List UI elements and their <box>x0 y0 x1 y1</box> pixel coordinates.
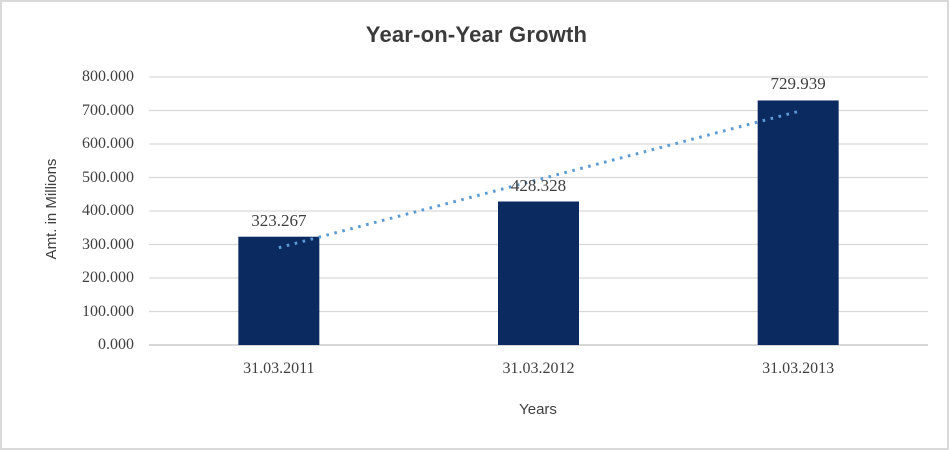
y-tick-label: 500.000 <box>82 168 134 186</box>
x-tick-label: 31.03.2012 <box>502 360 575 377</box>
x-tick-label: 31.03.2011 <box>243 360 315 377</box>
bar <box>757 100 839 346</box>
x-tick-label: 31.03.2013 <box>762 360 835 377</box>
bar-value-label: 323.267 <box>251 210 307 230</box>
bar <box>498 201 579 345</box>
bar-value-label: 428.328 <box>510 175 567 195</box>
y-tick-label: 800.000 <box>82 68 134 85</box>
bar <box>238 236 320 345</box>
chart-title: Year-on-Year Growth <box>365 22 588 47</box>
y-tick-label: 0.000 <box>98 336 134 353</box>
y-axis-title: Amt. in Millions <box>43 158 60 260</box>
x-axis-title: Years <box>519 401 557 418</box>
y-tick-label: 100.000 <box>82 302 134 320</box>
y-tick-label: 300.000 <box>82 235 134 253</box>
bar-value-label: 729.939 <box>770 74 826 94</box>
y-tick-label: 700.000 <box>82 101 134 119</box>
y-tick-label: 400.000 <box>82 202 134 219</box>
y-tick-label: 600.000 <box>82 135 134 152</box>
y-tick-label: 200.000 <box>82 269 134 286</box>
